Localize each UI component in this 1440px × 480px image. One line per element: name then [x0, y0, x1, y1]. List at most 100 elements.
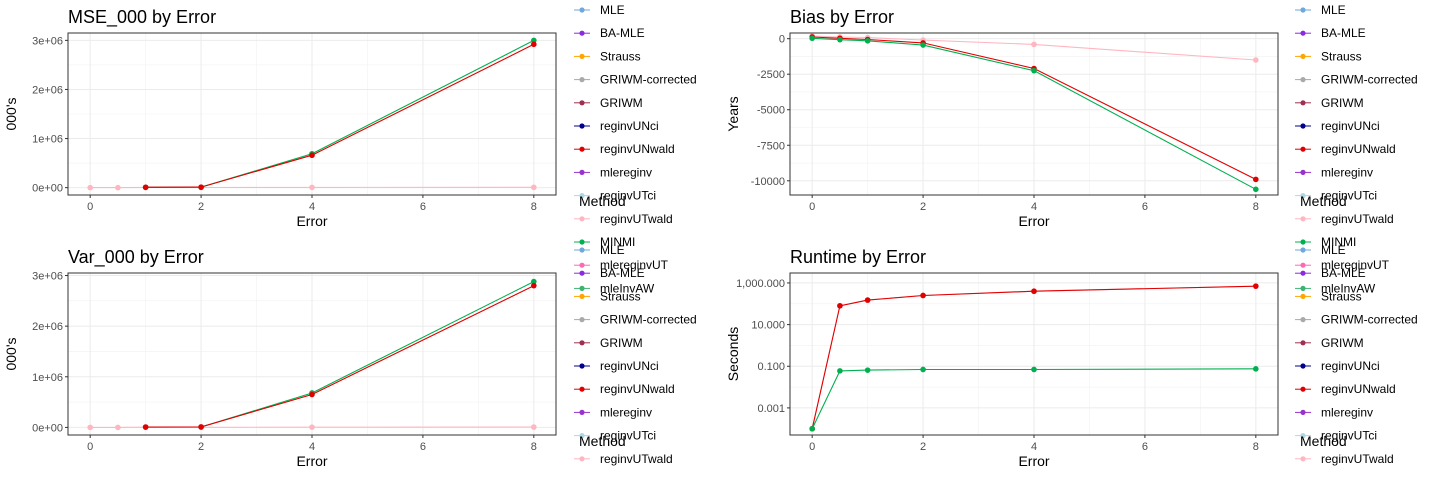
legend-label: reginvUTci: [1321, 189, 1377, 203]
y-tick-label: 1e+06: [32, 134, 63, 146]
data-point-reginvUNwald: [1253, 283, 1259, 289]
legend-key-point: [1300, 317, 1306, 323]
legend-label: reginvUNwald: [600, 142, 675, 156]
data-point-reginvUNwald: [309, 391, 315, 398]
legend-key-point: [579, 123, 585, 129]
legend-key-point: [579, 293, 585, 299]
series-group: [809, 283, 1259, 432]
series-group: [87, 37, 537, 191]
series-group: [87, 278, 537, 431]
legend-label: reginvUNwald: [1321, 142, 1396, 156]
legend-key-point: [579, 100, 585, 106]
data-point-reginvUTwald: [309, 184, 315, 191]
legend-label: mlereginv: [600, 165, 652, 179]
legend-label: reginvUTwald: [600, 212, 673, 226]
y-tick-label: -2500: [757, 69, 785, 81]
x-tick-label: 2: [198, 201, 204, 213]
data-point-reginvUNwald: [864, 297, 871, 303]
legend-key-point: [1300, 293, 1306, 299]
legend-label: reginvUNwald: [600, 382, 675, 396]
legend-label: MLE: [600, 243, 625, 257]
series-line-reginvUNwald: [811, 285, 1256, 429]
y-tick-label: 3e+06: [32, 271, 63, 283]
y-axis-label: Seconds: [725, 327, 741, 381]
legend-key-point: [579, 270, 585, 276]
x-tick-label: 8: [531, 441, 537, 453]
legend-key-point: [579, 216, 585, 222]
legend-label: Strauss: [1321, 289, 1362, 303]
legend-key-point: [1300, 456, 1306, 462]
x-tick-label: 4: [1031, 441, 1037, 453]
legend-key-point: [579, 239, 585, 245]
legend-label: Strauss: [600, 289, 641, 303]
legend-label: GRIWM-corrected: [600, 313, 697, 327]
legend: MLE BA-MLE Strauss GRIWM-corrected GRIWM regi…: [1295, 3, 1418, 295]
legend-label: BA-MLE: [1321, 26, 1366, 40]
legend-label: GRIWM-corrected: [1321, 73, 1418, 87]
legend-key-point: [579, 363, 585, 369]
legend-key-point: [579, 456, 585, 462]
data-point-reginvUTwald: [531, 184, 537, 191]
legend-label: GRIWM: [1321, 96, 1364, 110]
data-point-MINMI: [837, 368, 843, 374]
legend-label: reginvUTci: [600, 189, 656, 203]
data-point-MINMI: [1031, 67, 1037, 74]
legend-key-point: [1300, 239, 1306, 245]
legend-key-point: [579, 433, 585, 439]
y-tick-label: -10000: [751, 176, 785, 188]
legend-key-point: [579, 193, 585, 199]
legend: MLE BA-MLE Strauss GRIWM-corrected GRIWM regi…: [574, 243, 697, 466]
chart-panel-2: 0 2 4 6 8 0e+00 1e+06 2e+06 3e+06 Var_000 by Erro…: [3, 243, 697, 469]
x-tick-label: 0: [87, 201, 93, 213]
legend-key-point: [1300, 216, 1306, 222]
y-tick-label: 1e+06: [32, 372, 63, 384]
legend-key-point: [579, 7, 585, 13]
legend-key-point: [1300, 30, 1306, 36]
data-point-reginvUTwald: [87, 424, 93, 431]
legend-key-point: [1300, 363, 1306, 369]
legend-label: mlereginv: [1321, 165, 1373, 179]
y-tick-label: 0: [779, 34, 785, 46]
legend-label: reginvUNci: [1321, 119, 1380, 133]
legend-key-point: [579, 317, 585, 323]
legend-label: MLE: [600, 3, 625, 17]
legend-label: reginvUTci: [1321, 429, 1377, 443]
data-point-MINMI: [920, 366, 926, 373]
legend-key-point: [1300, 53, 1306, 60]
series-line-MINMI: [811, 368, 1256, 429]
data-point-MINMI: [1253, 186, 1259, 193]
legend-key-point: [1300, 7, 1306, 13]
legend-label: reginvUTwald: [1321, 452, 1394, 466]
x-axis-label: Error: [1018, 213, 1049, 229]
legend-key-point: [579, 262, 585, 268]
x-tick-label: 6: [1142, 441, 1148, 453]
y-tick-label: -7500: [757, 140, 785, 152]
legend-key-point: [1300, 340, 1306, 346]
data-point-reginvUTwald: [87, 184, 93, 191]
series-line-reginvUTwald: [812, 35, 1256, 61]
legend-title: Method: [1300, 193, 1347, 209]
data-point-reginvUNwald: [198, 184, 204, 190]
legend-key-point: [579, 340, 585, 346]
legend-label: GRIWM-corrected: [600, 73, 697, 87]
y-tick-label: 2e+06: [32, 321, 63, 333]
y-tick-label: 0e+00: [32, 183, 63, 195]
legend-key-point: [1300, 433, 1306, 439]
y-tick-label: 10.000: [751, 320, 785, 332]
data-point-reginvUTwald: [1031, 41, 1037, 48]
legend-key-point: [579, 30, 585, 36]
x-tick-label: 8: [531, 201, 537, 213]
legend-label: mlereginv: [1321, 405, 1373, 419]
legend-label: Strauss: [600, 49, 641, 63]
y-tick-label: 0.001: [757, 403, 785, 415]
legend-label: MLE: [1321, 3, 1346, 17]
x-tick-label: 6: [420, 201, 426, 213]
y-tick-label: 1,000.000: [736, 278, 785, 290]
legend-key-point: [579, 169, 585, 175]
data-point-reginvUNwald: [309, 152, 315, 159]
data-point-reginvUNwald: [142, 424, 149, 430]
data-point-reginvUNwald: [920, 292, 926, 299]
legend-title: Method: [1300, 433, 1347, 449]
data-point-reginvUNwald: [531, 282, 537, 289]
data-point-MINMI: [809, 35, 815, 42]
